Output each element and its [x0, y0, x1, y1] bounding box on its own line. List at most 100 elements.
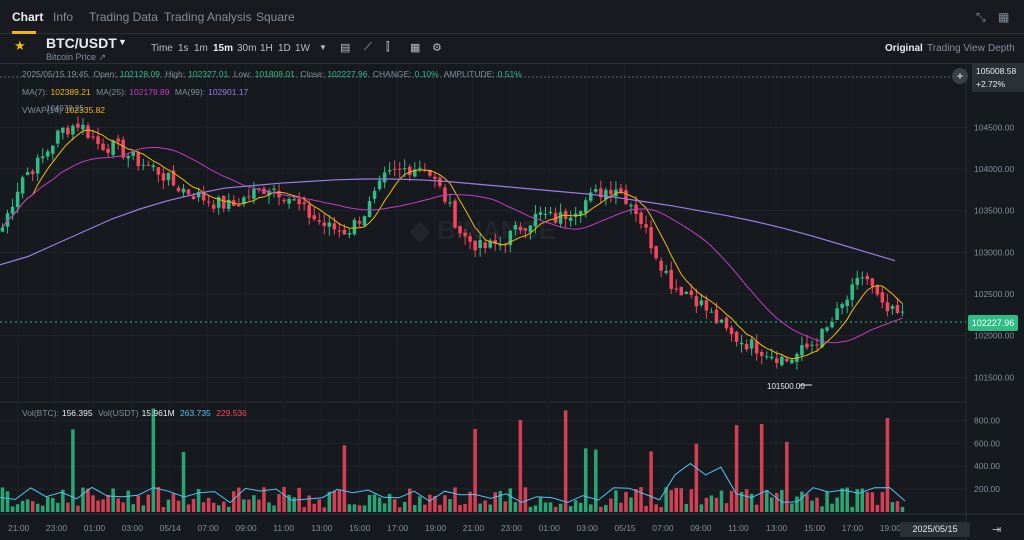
candle-body [754, 341, 759, 354]
more-timeframes-chevron-icon[interactable]: ▼ [319, 43, 327, 52]
candle-body [704, 300, 709, 311]
volume-bar [674, 487, 678, 512]
timeframe-15m[interactable]: 15m [213, 43, 234, 54]
volume-bar [644, 505, 648, 512]
candle-body [332, 223, 337, 230]
amplitude-label: AMPLITUDE: [443, 69, 495, 79]
candle-body [468, 236, 472, 242]
favorite-star-icon[interactable]: ★ [14, 38, 26, 53]
close-value: 102227.96 [327, 69, 368, 79]
candle-body [418, 167, 422, 169]
candle-body [15, 191, 20, 208]
volume-bar [694, 443, 699, 512]
tab-square[interactable]: Square [256, 10, 295, 24]
chevron-down-icon[interactable]: ▼ [118, 37, 127, 47]
volume-bar [795, 496, 799, 512]
volume-bar [277, 493, 281, 512]
scroll-to-latest-icon[interactable]: ⇥ [992, 524, 1002, 536]
price-chart[interactable]: 104500.00 104000.00 103500.00 103000.00 1025… [0, 64, 1024, 540]
volume-bar [599, 506, 603, 512]
volume-bar [589, 504, 593, 512]
volume-bar [895, 501, 900, 512]
volume-bar [855, 489, 859, 512]
volume-bar [387, 493, 392, 512]
volume-bar [724, 503, 729, 512]
view-trading-view[interactable]: Trading View [927, 43, 985, 54]
candle-body [458, 226, 462, 234]
price-tick-label: 102000.00 [974, 331, 1014, 341]
candle-body [25, 172, 30, 176]
timeframe-time[interactable]: Time [151, 43, 173, 54]
add-alert-plus-icon[interactable]: + [952, 68, 968, 84]
volume-bar [206, 497, 211, 512]
gear-icon[interactable]: ⚙ [432, 42, 442, 54]
timeframe-1h[interactable]: 1H [260, 43, 273, 54]
volume-bar [5, 491, 10, 512]
volume-bar [201, 502, 206, 512]
volume-bar [327, 491, 332, 512]
view-depth[interactable]: Depth [988, 43, 1015, 54]
view-original[interactable]: Original [885, 43, 923, 54]
volume-bar [272, 505, 276, 512]
candle-body [216, 197, 221, 208]
volume-bar [629, 497, 633, 512]
tab-info[interactable]: Info [53, 10, 74, 24]
collapse-icon[interactable]: ⤡ [976, 10, 986, 24]
candle-body [483, 242, 487, 248]
candle-body [488, 240, 492, 248]
timeframe-30m[interactable]: 30m [237, 43, 257, 54]
ohlc-date: 2025/05/15 19:45 [22, 69, 89, 79]
current-price-tag: 102227.96 [968, 315, 1018, 331]
volume-bar [221, 501, 226, 512]
candle-body [790, 359, 794, 364]
candle-body [699, 300, 704, 306]
volume-bar [624, 491, 628, 512]
candle-body [533, 213, 538, 227]
volume-bar [785, 441, 789, 512]
volume-bar [664, 487, 668, 512]
pair-subtitle[interactable]: Bitcoin Price ↗ [46, 52, 107, 62]
candle-body [734, 331, 739, 342]
candle-body [237, 204, 241, 207]
time-tick-label: 17:00 [387, 523, 409, 533]
candle-body [131, 151, 135, 156]
indicator-icon[interactable]: ⟋ [364, 41, 372, 53]
volume-bar [262, 487, 266, 512]
tab-chart[interactable]: Chart [12, 10, 44, 24]
candle-type-icon[interactable]: ⫿ [386, 41, 390, 53]
timeframe-1d[interactable]: 1D [278, 43, 291, 54]
price-tick-label: 101500.00 [974, 372, 1014, 382]
candle-body [689, 290, 694, 296]
candle-body [196, 191, 201, 198]
grid-icon[interactable]: ▦ [998, 10, 1010, 24]
volume-bar [764, 490, 769, 512]
volume-bar [810, 500, 814, 512]
tab-trading-analysis[interactable]: Trading Analysis [164, 10, 252, 24]
volume-bar [362, 505, 367, 512]
time-tick-label: 15:00 [349, 523, 371, 533]
candle-body [10, 206, 15, 214]
tab-trading-data[interactable]: Trading Data [89, 10, 158, 24]
candle-body [473, 240, 477, 251]
candle-body [443, 187, 447, 202]
candle-body [382, 172, 387, 183]
trading-pair[interactable]: BTC/USDT [46, 35, 117, 51]
time-tick-label: 05/14 [160, 523, 182, 533]
volume-bar [533, 505, 538, 512]
candle-body [51, 145, 55, 154]
timeframe-1w[interactable]: 1W [295, 43, 310, 54]
timeframe-1m[interactable]: 1m [194, 43, 208, 54]
volume-bar [835, 497, 839, 512]
volume-bar [428, 494, 432, 512]
volume-bar [729, 490, 734, 512]
chart-area[interactable]: 104500.00 104000.00 103500.00 103000.00 1025… [0, 64, 1024, 540]
calendar-icon[interactable]: ▤ [340, 42, 351, 54]
layout-icon[interactable]: ▦ [410, 42, 421, 54]
candle-body [35, 157, 40, 174]
candle-body [865, 275, 870, 280]
timeframe-1s[interactable]: 1s [178, 43, 189, 54]
volume-bar [900, 506, 905, 512]
candle-body [362, 216, 367, 226]
candle-body [322, 222, 327, 226]
volume-bar [106, 494, 110, 512]
